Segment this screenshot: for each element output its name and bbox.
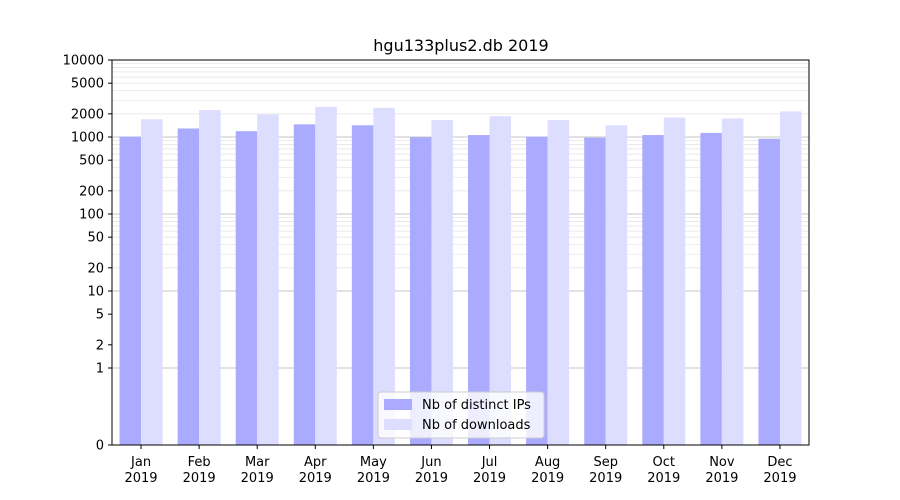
x-tick-label: Nov 2019	[705, 455, 738, 486]
x-tick-label: Oct 2019	[647, 455, 680, 486]
bar-downloads	[663, 117, 686, 445]
legend-label: Nb of downloads	[422, 418, 531, 433]
y-tick-label: 1	[96, 362, 104, 377]
y-tick-label: 20	[87, 261, 104, 276]
bar-distinct-ips	[584, 137, 606, 445]
bar-downloads	[779, 111, 802, 446]
chart-title: hgu133plus2.db 2019	[373, 36, 548, 55]
x-tick-label: Mar 2019	[241, 455, 274, 486]
legend: Nb of distinct IPs Nb of downloads	[377, 391, 545, 439]
x-tick-label: Sep 2019	[589, 455, 622, 486]
x-tick-label: May 2019	[357, 455, 390, 486]
bar-distinct-ips	[235, 131, 258, 446]
bar-distinct-ips	[177, 128, 200, 445]
bar-downloads	[547, 120, 570, 446]
bar-downloads	[431, 120, 453, 446]
y-tick-label: 500	[79, 154, 104, 169]
bar-downloads	[257, 114, 279, 446]
x-axis: Jan 2019 Feb 2019 Mar 2019 Apr 2019 May 2019 Jun 20…	[124, 445, 797, 486]
y-axis: 0 1 2 5 10 20 50 100 200 500 1000 2000 5000 10000	[63, 54, 112, 454]
bar-downloads	[315, 106, 337, 445]
bar-downloads	[489, 116, 512, 446]
y-tick-label: 10000	[63, 54, 104, 69]
x-tick-label: Jul 2019	[473, 455, 506, 486]
y-tick-label: 1000	[71, 131, 104, 146]
bars	[119, 106, 802, 446]
bar-distinct-ips	[293, 124, 316, 445]
x-tick-label: Apr 2019	[299, 455, 332, 486]
legend-label: Nb of distinct IPs	[422, 398, 531, 413]
y-tick-label: 5000	[71, 77, 104, 92]
x-tick-label: Dec 2019	[763, 455, 796, 486]
y-tick-label: 2	[96, 338, 104, 353]
bar-distinct-ips	[119, 136, 142, 446]
x-tick-label: Jun 2019	[415, 455, 448, 486]
bar-downloads	[721, 118, 744, 445]
x-tick-label: Aug 2019	[531, 455, 564, 486]
x-tick-label: Feb 2019	[183, 455, 216, 486]
y-tick-label: 100	[79, 208, 104, 223]
grid	[112, 59, 809, 369]
bar-distinct-ips	[758, 138, 780, 446]
bar-distinct-ips	[642, 135, 664, 445]
legend-swatch	[384, 419, 412, 430]
bar-downloads	[199, 110, 221, 446]
legend-box	[377, 391, 545, 439]
legend-swatch	[384, 399, 412, 410]
plot-frame	[111, 59, 810, 446]
y-tick-label: 0	[96, 439, 104, 454]
y-tick-label: 5	[96, 308, 104, 323]
y-tick-label: 2000	[71, 107, 104, 122]
y-tick-label: 10	[87, 285, 104, 300]
y-tick-label: 200	[79, 184, 104, 199]
bar-distinct-ips	[351, 125, 374, 445]
x-tick-label: Jan 2019	[124, 455, 157, 486]
bar-distinct-ips	[468, 135, 490, 445]
bar-downloads	[141, 119, 163, 445]
bar-distinct-ips	[409, 137, 432, 445]
bar-downloads	[373, 107, 395, 445]
y-tick-label: 50	[87, 231, 104, 246]
bar-distinct-ips	[526, 136, 548, 446]
bar-downloads	[605, 125, 628, 445]
bar-distinct-ips	[700, 132, 722, 445]
